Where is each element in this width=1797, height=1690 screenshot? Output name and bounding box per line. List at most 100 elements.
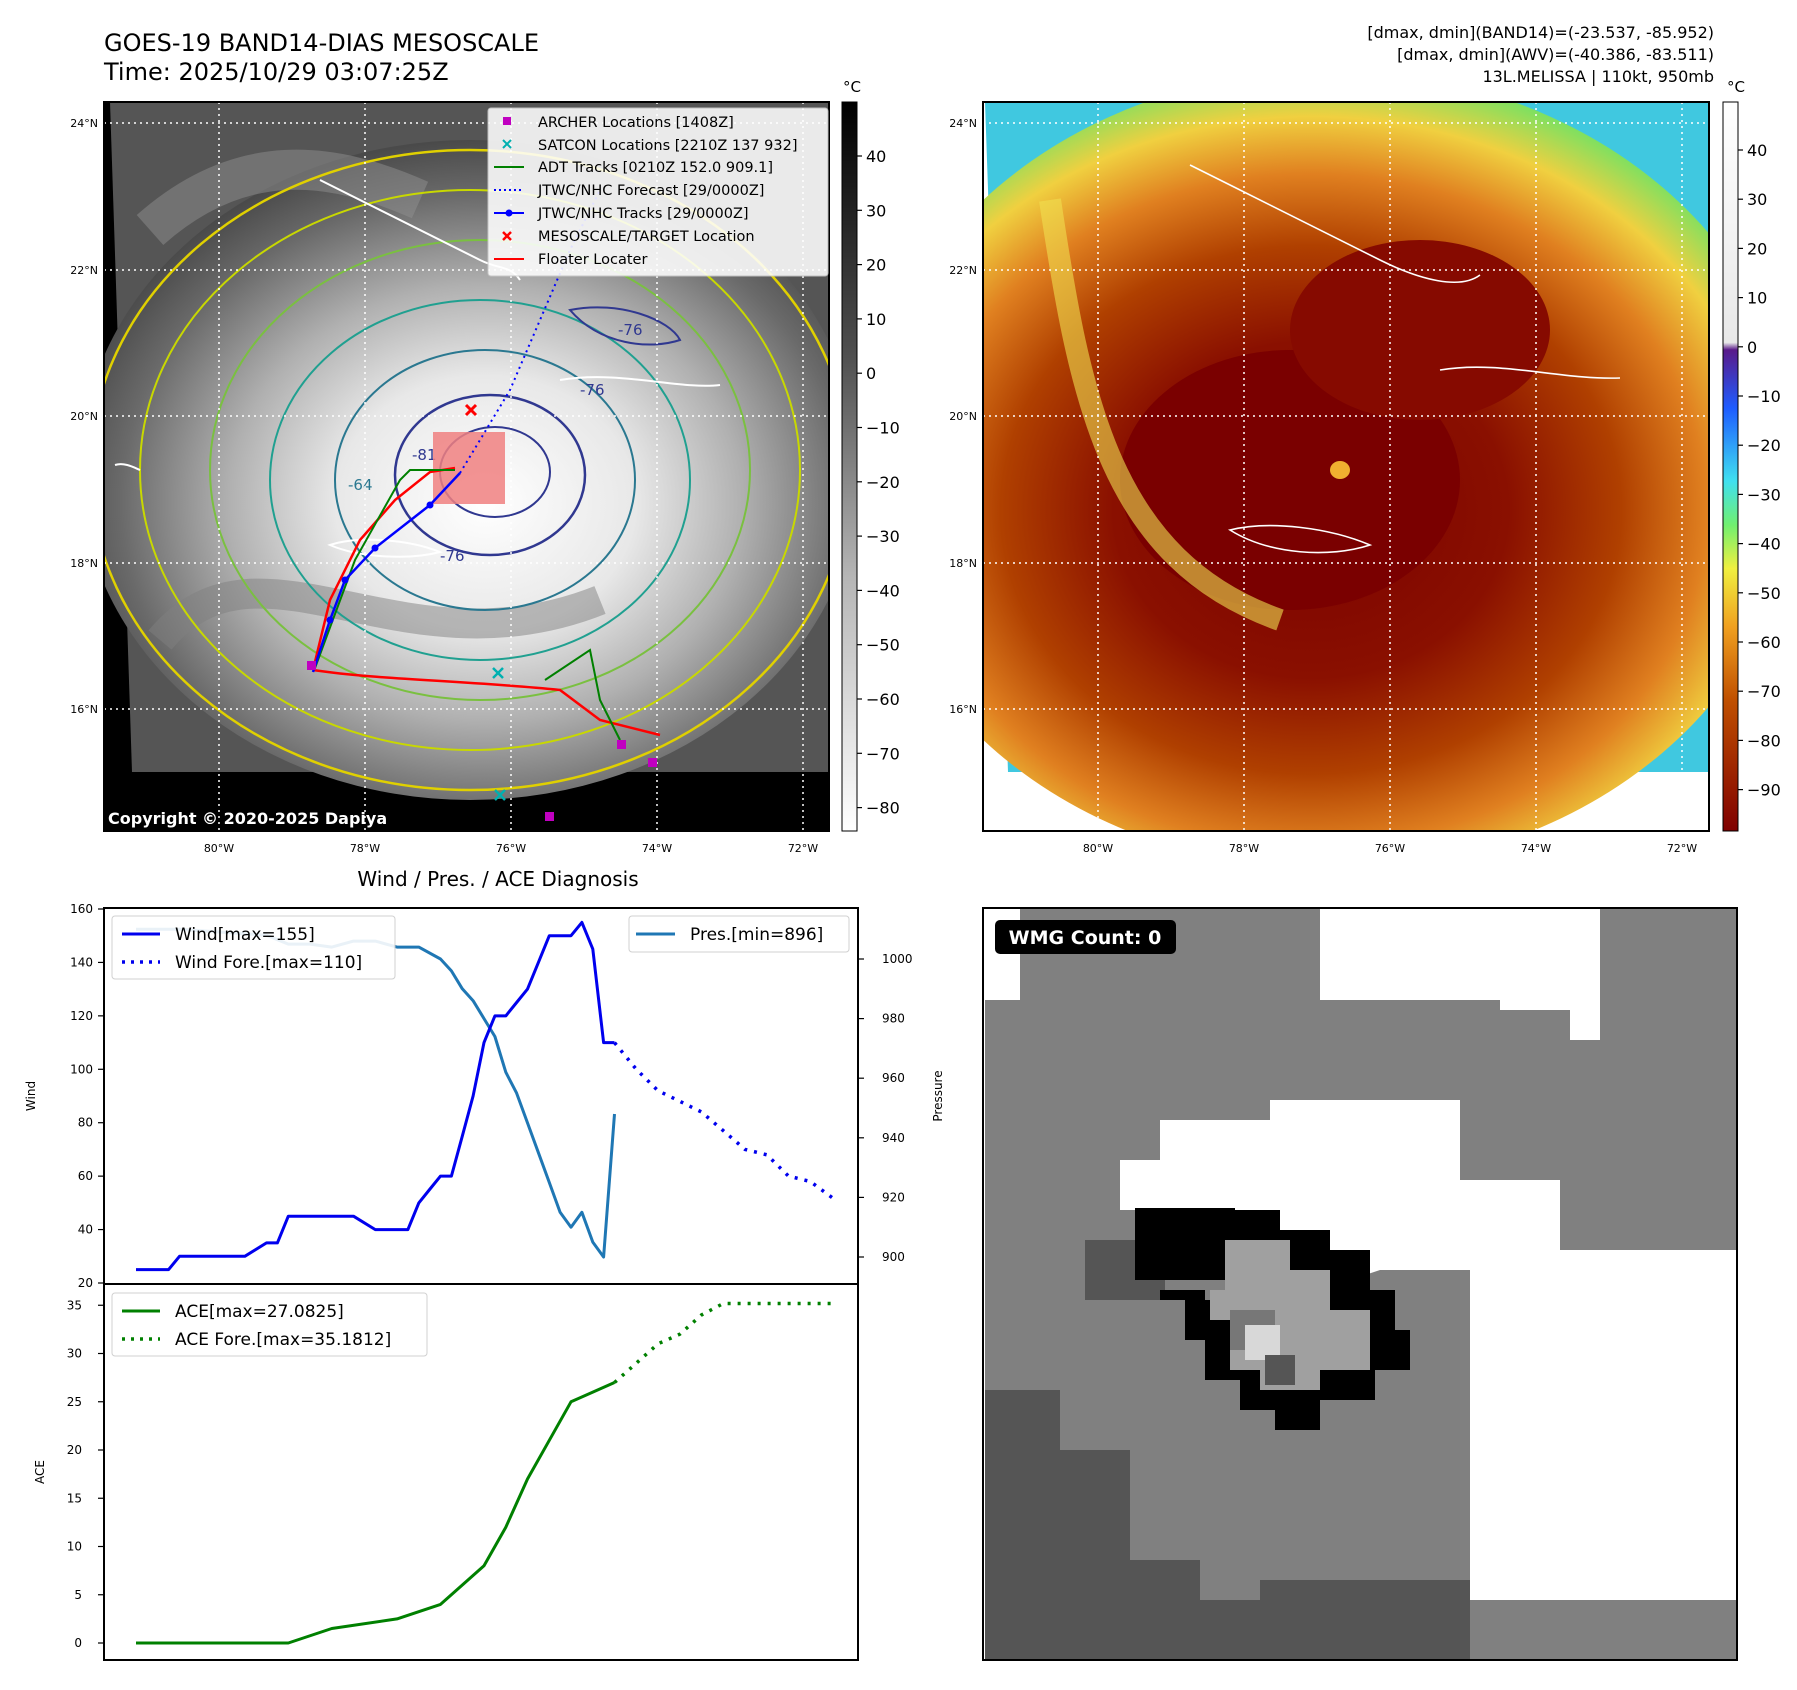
ir-colorbar-tick-label: −70 (866, 744, 900, 763)
wind-ytick-label: 140 (70, 955, 93, 969)
awv-storm-core (1120, 350, 1460, 610)
ace-axis-label: ACE (33, 1460, 47, 1484)
ir-colorbar-tick-label: −80 (866, 799, 900, 818)
pressure-ytick-label: 920 (882, 1190, 905, 1204)
awv-colorbar-tick-label: 30 (1747, 190, 1767, 209)
wmg-eye-center (1245, 1325, 1280, 1360)
stats-awv: [dmax, dmin](AWV)=(-40.386, -83.511) (1397, 45, 1714, 64)
ace-series-line (136, 1381, 616, 1645)
awv-colorbar-tick-label: −80 (1747, 731, 1781, 750)
awv-colorbar-tick-label: 20 (1747, 239, 1767, 258)
wmg-frame (982, 907, 1738, 1661)
archer-points (307, 661, 657, 821)
wmg-eye-ring (1135, 1208, 1235, 1280)
ir-lat-label: 24°N (70, 117, 98, 130)
wind-axis-label: Wind (24, 1081, 38, 1111)
ace-ytick-label: 5 (74, 1588, 82, 1602)
wind-ytick-label: 100 (70, 1062, 93, 1076)
wind-legend: Wind[max=155] Wind Fore.[max=110] (111, 915, 396, 980)
legend-forecast-label: JTWC/NHC Forecast [29/0000Z] (537, 183, 764, 199)
storm-info: 13L.MELISSA | 110kt, 950mb (1482, 67, 1714, 86)
stats-band14: [dmax, dmin](BAND14)=(-23.537, -85.952) (1367, 23, 1714, 42)
legend-satcon-label: SATCON Locations [2210Z 137 932] (538, 138, 797, 154)
ir-lon-label: 76°W (496, 842, 526, 855)
pressure-legend: Pres.[min=896] (628, 915, 850, 953)
jtwc-track-points (326, 501, 434, 624)
ace-legend: ACE[max=27.0825] ACE Fore.[max=35.1812] (111, 1292, 428, 1357)
legend-adt-label: ADT Tracks [0210Z 152.0 909.1] (538, 160, 773, 176)
legend-target-label: MESOSCALE/TARGET Location (538, 229, 755, 245)
awv-colorbar-tick-label: −40 (1747, 535, 1781, 554)
awv-jamaica-coastline (1227, 524, 1373, 554)
figure-time: Time: 2025/10/29 03:07:25Z (103, 58, 449, 86)
ir-map-frame (103, 101, 830, 832)
ir-contour-teal-inner (334, 349, 636, 611)
ir-colorbar-tick-label: 40 (866, 147, 886, 166)
ir-lat-labels: 24°N 22°N 20°N 18°N 16°N (70, 117, 98, 716)
ace-ytick-label: 10 (67, 1540, 82, 1554)
legend-ace-fore-label: ACE Fore.[max=35.1812] (175, 1330, 391, 1350)
ir-colorbar-tick-label: −10 (866, 419, 900, 438)
ir-contour-green (209, 239, 751, 701)
pressure-ytick-label: 980 (882, 1012, 905, 1026)
awv-lon-labels: 80°W 78°W 76°W 74°W 72°W (1083, 842, 1697, 855)
legend-floater-label: Floater Locater (538, 252, 647, 268)
ir-colorbar-tick-label: 10 (866, 310, 886, 329)
awv-lat-label: 22°N (949, 264, 977, 277)
awv-lon-label: 74°W (1521, 842, 1551, 855)
ace-ytick-label: 25 (67, 1395, 82, 1409)
ir-colorbar-tick-label: −30 (866, 527, 900, 546)
satcon-points (492, 667, 506, 801)
copyright-text: Copyright © 2020-2025 Dapiya (108, 809, 387, 828)
awv-map-frame (982, 101, 1710, 832)
ir-legend: ARCHER Locations [1408Z] SATCON Location… (487, 107, 829, 277)
wind-ytick-label: 120 (70, 1009, 93, 1023)
awv-lon-label: 78°W (1229, 842, 1259, 855)
wind-forecast-series-line (613, 1041, 834, 1199)
ace-ytick-label: 35 (67, 1298, 82, 1312)
ir-colorbar-unit: °C (843, 78, 861, 96)
wmg-dark-field (985, 1390, 1470, 1660)
pressure-ytick-label: 1000 (882, 952, 913, 966)
legend-ace-label: ACE[max=27.0825] (175, 1302, 344, 1322)
ace-chart: 35 30 25 20 15 10 5 0 ACE ACE[max=27.0825] ACE … (33, 1283, 859, 1661)
awv-colorbar: °C 40 30 20 10 0 −10 −20 −30 −40 −50 −60 −70 −80 −90 (1722, 78, 1781, 832)
awv-lat-label: 24°N (949, 117, 977, 130)
floater-box (433, 432, 505, 504)
awv-graticule (983, 102, 1709, 831)
contour-label-76-north: -76 (618, 321, 643, 339)
awv-lat-label: 16°N (949, 703, 977, 716)
awv-colorbar-tick-label: 40 (1747, 141, 1767, 160)
jtwc-track (311, 472, 461, 673)
awv-colorbar-tick-label: 0 (1747, 338, 1757, 357)
wind-series-line (136, 920, 615, 1272)
ir-colorbar-tick-label: 20 (866, 256, 886, 275)
ir-lat-label: 20°N (70, 410, 98, 423)
wind-ytick-label: 40 (78, 1223, 93, 1237)
ir-lon-labels: 80°W 78°W 76°W 74°W 72°W (204, 842, 818, 855)
legend-archer-label: ARCHER Locations [1408Z] (538, 115, 734, 131)
ir-contour-teal (269, 299, 691, 661)
ace-ytick-label: 0 (74, 1636, 82, 1650)
awv-lat-labels: 24°N 22°N 20°N 18°N 16°N (949, 117, 977, 716)
legend-jtwc-dot (505, 209, 513, 217)
awv-colorbar-tick-label: −10 (1747, 387, 1781, 406)
ir-lat-label: 22°N (70, 264, 98, 277)
wind-ytick-label: 60 (78, 1169, 93, 1183)
awv-colorbar-scale (1722, 101, 1739, 832)
legend-wind-fore-label: Wind Fore.[max=110] (175, 953, 362, 973)
figure-title: GOES-19 BAND14-DIAS MESOSCALE (104, 29, 539, 57)
ace-ytick-label: 30 (67, 1347, 82, 1361)
ir-lon-label: 72°W (788, 842, 818, 855)
legend-satcon-marker (502, 139, 512, 149)
contour-label-76-south: -76 (440, 547, 465, 565)
awv-map (982, 101, 1710, 832)
ir-lon-label: 78°W (350, 842, 380, 855)
legend-target-marker (502, 231, 512, 241)
wind-pressure-chart: 160 140 120 100 80 60 40 20 1000 980 960 940 920 900… (24, 902, 945, 1290)
ir-colorbar-tick-label: −60 (866, 690, 900, 709)
ir-legend-box (487, 107, 829, 277)
wmg-badge-box (995, 920, 1176, 954)
awv-eye (1330, 461, 1350, 479)
